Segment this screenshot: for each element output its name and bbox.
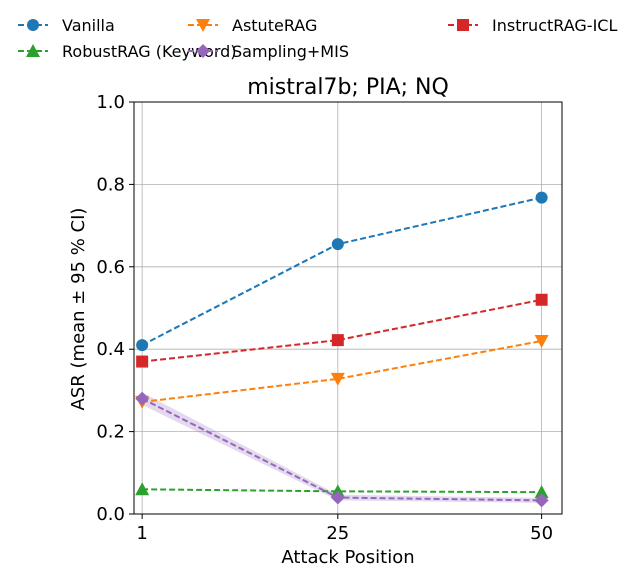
legend-label: AstuteRAG bbox=[232, 16, 317, 35]
legend-entry: Sampling+MIS bbox=[188, 42, 349, 61]
legend-label: Sampling+MIS bbox=[232, 42, 349, 61]
data-point-marker bbox=[196, 19, 210, 32]
data-point-marker bbox=[534, 493, 549, 508]
legend-label: RobustRAG (Keyword) bbox=[62, 42, 237, 61]
legend-entry: InstructRAG-ICL bbox=[448, 16, 617, 35]
chart-title: mistral7b; PIA; NQ bbox=[247, 75, 449, 100]
plot-frame bbox=[133, 101, 563, 515]
y-tick-label: 0.8 bbox=[96, 174, 125, 195]
data-point-marker bbox=[535, 293, 548, 306]
series-line bbox=[142, 488, 542, 494]
y-tick-label: 0.6 bbox=[96, 257, 125, 278]
legend: Vanilla AstuteRAG InstructRAG-ICL RobustRAG… bbox=[18, 16, 617, 61]
legend-entry: RobustRAG (Keyword) bbox=[18, 42, 237, 61]
x-axis-label: Attack Position bbox=[281, 547, 414, 568]
data-point-marker bbox=[26, 44, 40, 57]
y-tick-label: 0.2 bbox=[96, 422, 125, 443]
axis-ticks: 1 25 50 0.0 0.2 0.4 0.6 0.8 1.0 bbox=[96, 92, 553, 544]
data-point-marker bbox=[534, 334, 549, 348]
legend-label: Vanilla bbox=[62, 16, 115, 35]
x-tick-label: 1 bbox=[136, 523, 147, 544]
y-tick-label: 0.4 bbox=[96, 339, 125, 360]
legend-label: InstructRAG-ICL bbox=[492, 16, 617, 35]
data-point-marker bbox=[196, 44, 210, 58]
y-tick-label: 1.0 bbox=[96, 92, 125, 113]
data-point-marker bbox=[330, 490, 345, 505]
data-point-marker bbox=[27, 19, 39, 31]
data-point-marker bbox=[135, 482, 150, 496]
legend-entry: AstuteRAG bbox=[188, 16, 317, 35]
y-axis-label: ASR (mean ± 95 % CI) bbox=[68, 208, 89, 411]
x-tick-label: 50 bbox=[530, 523, 553, 544]
series-markers bbox=[135, 191, 549, 508]
legend-entry: Vanilla bbox=[18, 16, 115, 35]
data-point-marker bbox=[135, 391, 150, 406]
data-point-marker bbox=[534, 485, 549, 499]
x-tick-label: 25 bbox=[326, 523, 349, 544]
data-point-marker bbox=[535, 191, 548, 204]
data-point-marker bbox=[330, 372, 345, 386]
data-point-marker bbox=[331, 334, 344, 347]
series-line bbox=[142, 298, 542, 363]
series-line bbox=[142, 339, 542, 403]
data-point-marker bbox=[136, 355, 149, 368]
data-point-marker bbox=[136, 339, 149, 352]
data-point-marker bbox=[331, 238, 344, 251]
data-point-marker bbox=[457, 19, 469, 31]
y-tick-label: 0.0 bbox=[96, 504, 125, 525]
